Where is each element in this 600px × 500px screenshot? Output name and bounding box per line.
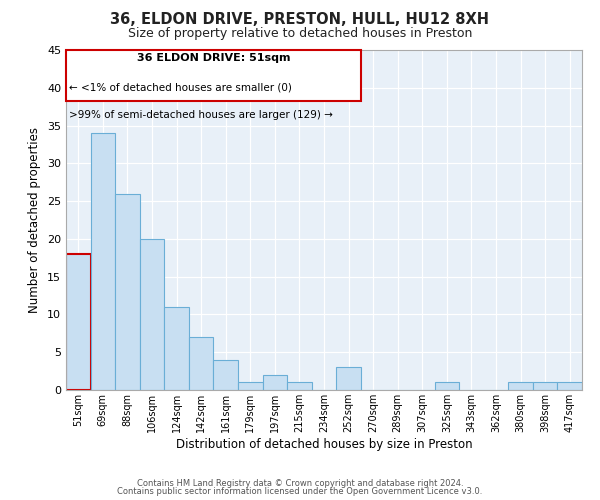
- Text: 36 ELDON DRIVE: 51sqm: 36 ELDON DRIVE: 51sqm: [137, 54, 290, 64]
- FancyBboxPatch shape: [66, 50, 361, 102]
- Bar: [557, 382, 582, 390]
- Bar: [164, 307, 189, 390]
- Text: 36, ELDON DRIVE, PRESTON, HULL, HU12 8XH: 36, ELDON DRIVE, PRESTON, HULL, HU12 8XH: [110, 12, 490, 28]
- X-axis label: Distribution of detached houses by size in Preston: Distribution of detached houses by size …: [176, 438, 472, 451]
- Text: ← <1% of detached houses are smaller (0): ← <1% of detached houses are smaller (0): [68, 82, 292, 92]
- Bar: [508, 382, 533, 390]
- Bar: [434, 382, 459, 390]
- Bar: [91, 133, 115, 390]
- Y-axis label: Number of detached properties: Number of detached properties: [28, 127, 41, 313]
- Text: Contains HM Land Registry data © Crown copyright and database right 2024.: Contains HM Land Registry data © Crown c…: [137, 478, 463, 488]
- Bar: [287, 382, 312, 390]
- Bar: [533, 382, 557, 390]
- Bar: [238, 382, 263, 390]
- Bar: [115, 194, 140, 390]
- Bar: [140, 239, 164, 390]
- Bar: [263, 375, 287, 390]
- Text: Size of property relative to detached houses in Preston: Size of property relative to detached ho…: [128, 28, 472, 40]
- Text: >99% of semi-detached houses are larger (129) →: >99% of semi-detached houses are larger …: [68, 110, 332, 120]
- Bar: [336, 368, 361, 390]
- Bar: [214, 360, 238, 390]
- Text: Contains public sector information licensed under the Open Government Licence v3: Contains public sector information licen…: [118, 487, 482, 496]
- Bar: [66, 254, 91, 390]
- Bar: [189, 337, 214, 390]
